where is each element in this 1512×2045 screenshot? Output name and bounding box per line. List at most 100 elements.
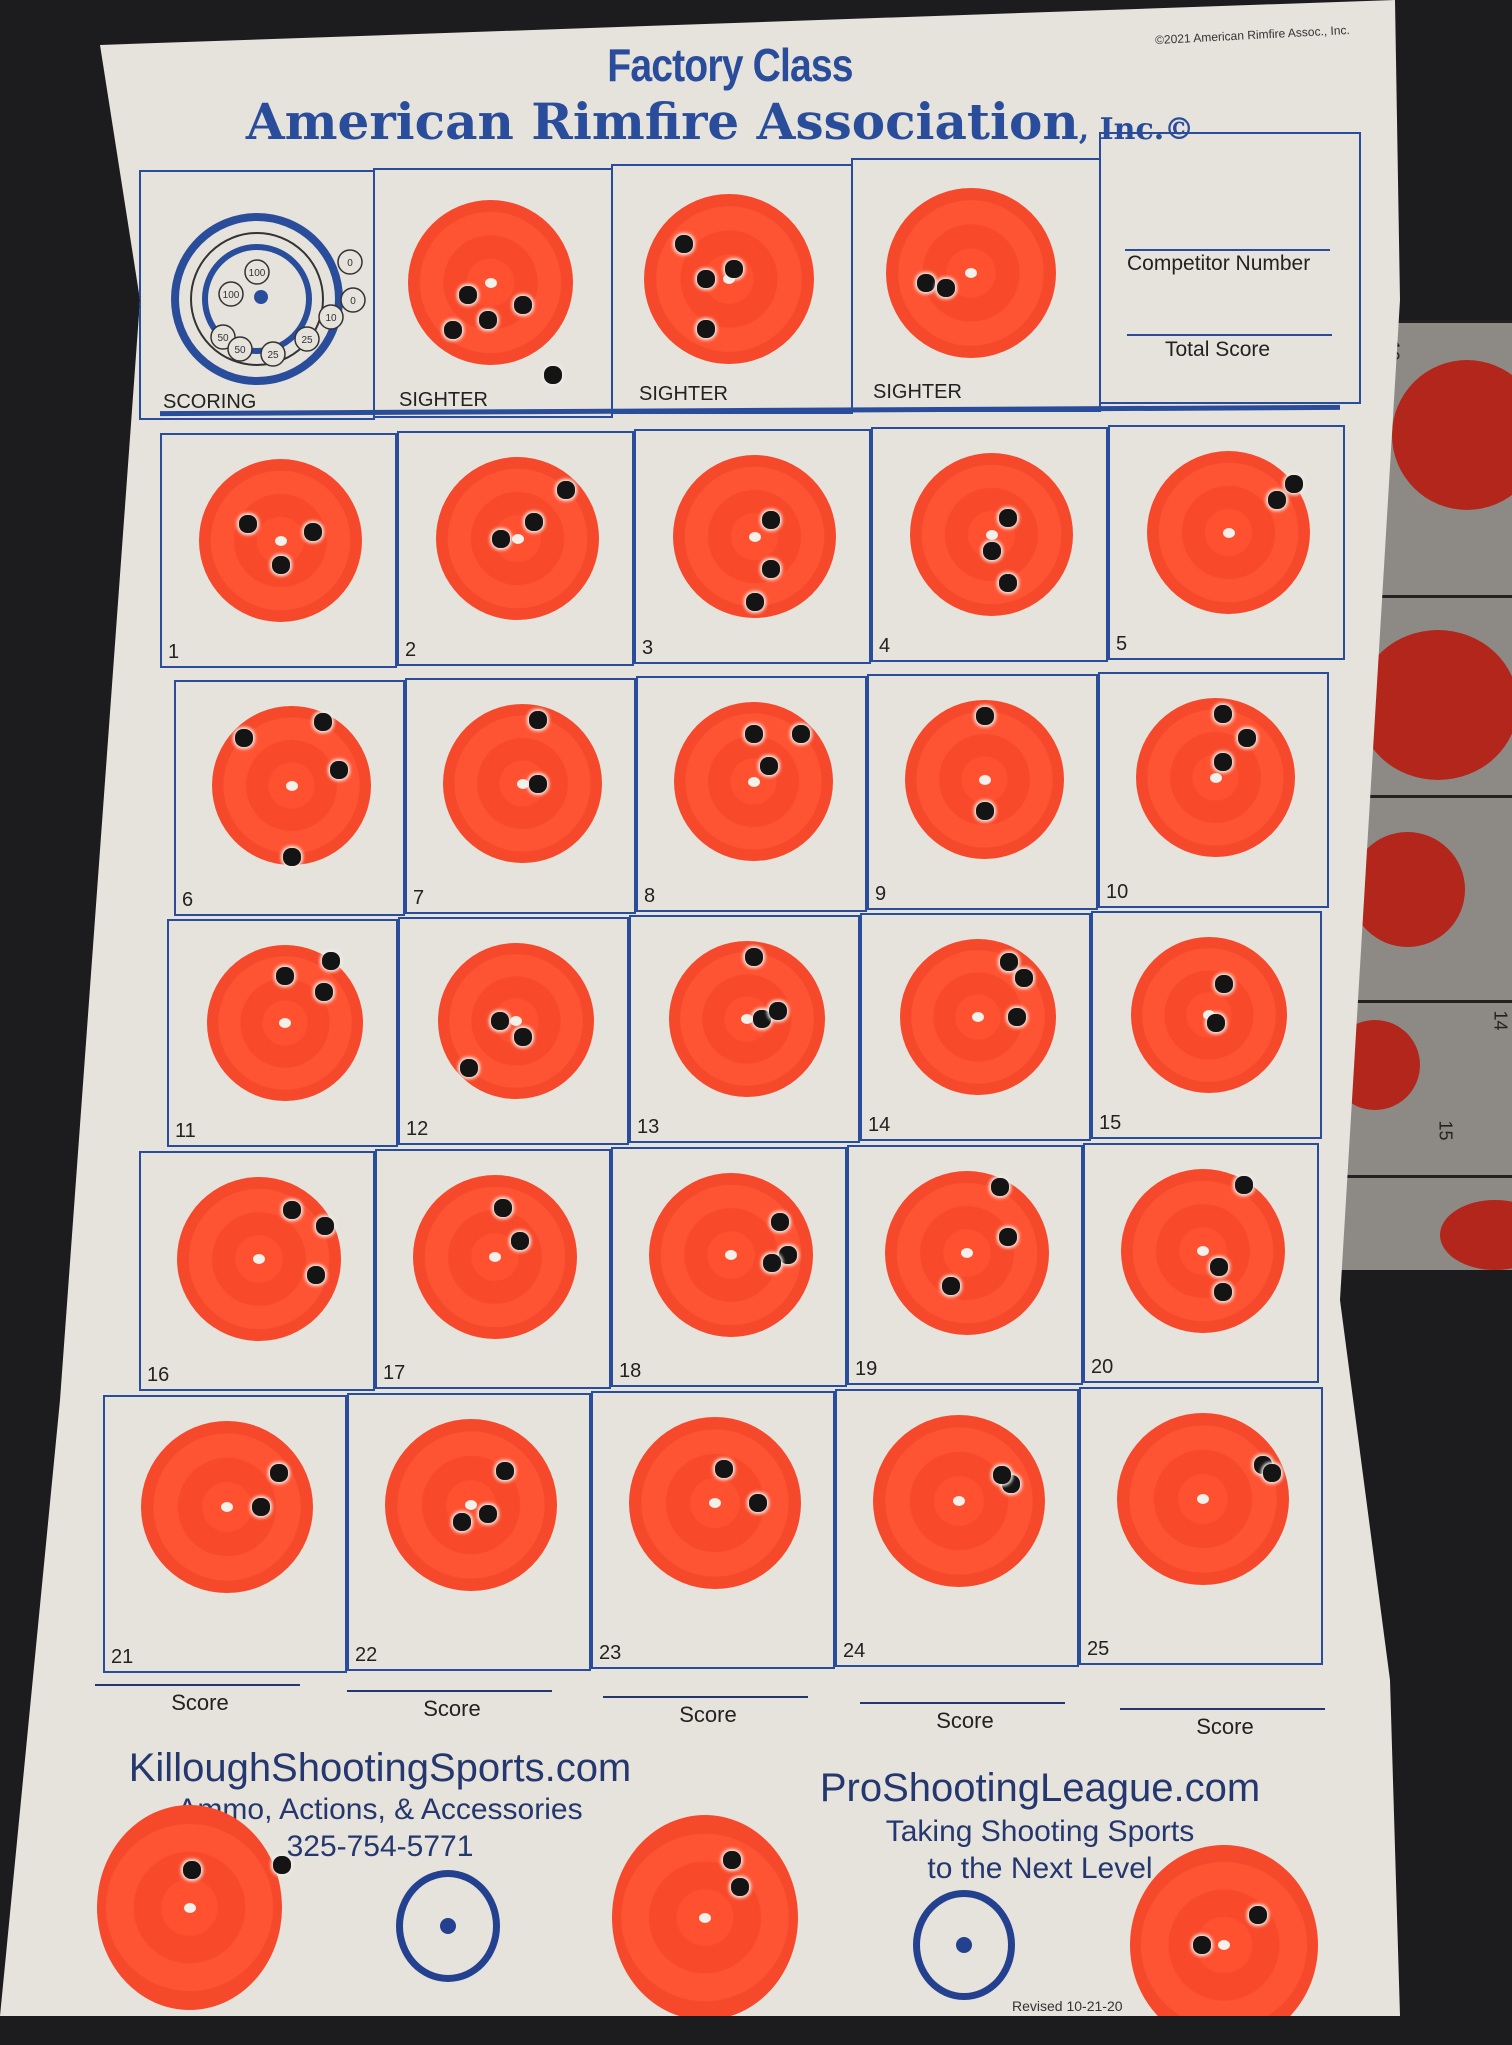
sponsor-right-site[interactable]: ProShootingLeague.com bbox=[819, 1766, 1261, 1810]
target-number: 5 bbox=[1116, 633, 1128, 655]
bullet-hole bbox=[941, 1276, 960, 1295]
target bbox=[1121, 1169, 1285, 1333]
bullet-hole bbox=[183, 1861, 201, 1879]
bullet-hole bbox=[307, 1266, 326, 1285]
bg-target bbox=[1392, 360, 1512, 510]
target-cell: 10 bbox=[1098, 672, 1329, 908]
target-cell: 21 bbox=[103, 1395, 347, 1673]
bottom-target-left bbox=[97, 1805, 291, 2010]
score-line[interactable] bbox=[1120, 1708, 1325, 1710]
bullet-hole bbox=[510, 1231, 529, 1250]
aiming-bull-right bbox=[913, 1890, 1015, 2000]
divider bbox=[1340, 795, 1512, 798]
bullet-hole bbox=[725, 260, 743, 278]
bullet-hole bbox=[937, 279, 955, 297]
bullet-hole bbox=[675, 235, 693, 253]
target-number: 1 bbox=[168, 641, 180, 663]
target-cell: 23 bbox=[591, 1391, 835, 1669]
bullet-hole bbox=[792, 724, 811, 743]
target-number: 12 bbox=[406, 1118, 429, 1140]
competitor-number-line[interactable] bbox=[1125, 249, 1330, 251]
bullet-hole bbox=[749, 1494, 767, 1512]
score-ring bbox=[244, 259, 270, 285]
target bbox=[1136, 698, 1295, 857]
target bbox=[899, 939, 1056, 1095]
score-ring bbox=[318, 304, 344, 330]
target-center bbox=[1202, 1010, 1215, 1020]
target-cell: 16 bbox=[139, 1151, 375, 1391]
bullet-hole bbox=[479, 311, 497, 329]
target-number: 16 bbox=[147, 1364, 170, 1386]
bullet-hole bbox=[998, 509, 1017, 528]
bullet-hole bbox=[1235, 1176, 1253, 1195]
score-label: Score bbox=[936, 1708, 994, 1733]
bullet-hole bbox=[1215, 974, 1234, 993]
bullet-hole bbox=[1249, 1906, 1267, 1924]
association-name: American Rimfire Association bbox=[245, 92, 1079, 151]
target-cell: 25 bbox=[1079, 1387, 1323, 1665]
target bbox=[437, 943, 594, 1099]
target-number: 22 bbox=[355, 1644, 378, 1666]
bullet-hole bbox=[282, 848, 301, 867]
class-title: Factory Class bbox=[607, 39, 853, 91]
sighter-label: SIGHTER bbox=[873, 381, 962, 403]
target-number: 25 bbox=[1087, 1638, 1110, 1660]
bullet-hole bbox=[1213, 1283, 1232, 1301]
target-center bbox=[985, 529, 998, 540]
target bbox=[873, 1415, 1045, 1587]
bullet-hole bbox=[492, 529, 511, 548]
score-label: Score bbox=[1196, 1714, 1254, 1739]
target-cell: 24 bbox=[835, 1389, 1079, 1667]
target-center bbox=[183, 1902, 196, 1913]
bullet-hole bbox=[1238, 728, 1257, 747]
total-score-line[interactable] bbox=[1127, 334, 1332, 336]
bullet-hole bbox=[282, 1200, 301, 1219]
bullet-hole bbox=[993, 1466, 1011, 1485]
bg-number: 15 bbox=[1435, 1120, 1456, 1141]
score-ring-value: 25 bbox=[267, 350, 279, 361]
target-number: 18 bbox=[619, 1360, 642, 1382]
target-number: 8 bbox=[644, 885, 656, 907]
bullet-hole bbox=[771, 1213, 790, 1232]
target bbox=[649, 1173, 813, 1337]
target bbox=[674, 702, 833, 861]
target-cell: 20 bbox=[1083, 1143, 1319, 1383]
score-line[interactable] bbox=[95, 1684, 300, 1686]
bullet-hole bbox=[731, 1878, 749, 1896]
score-line[interactable] bbox=[603, 1696, 808, 1698]
bullet-hole bbox=[998, 574, 1017, 593]
bg-target bbox=[1440, 1200, 1512, 1270]
target bbox=[443, 704, 602, 863]
target-number: 14 bbox=[868, 1114, 891, 1136]
scoring-label: SCORING bbox=[163, 391, 257, 413]
bullet-hole bbox=[234, 728, 253, 747]
divider bbox=[1340, 1175, 1512, 1178]
bullet-hole bbox=[975, 706, 994, 725]
bullet-hole bbox=[453, 1513, 472, 1532]
target-number: 24 bbox=[843, 1640, 866, 1662]
score-line[interactable] bbox=[860, 1702, 1065, 1704]
bullet-hole bbox=[714, 1459, 733, 1478]
target-center bbox=[1218, 1940, 1230, 1950]
target-center bbox=[699, 1912, 711, 1923]
score-line[interactable] bbox=[347, 1690, 552, 1692]
target-number: 2 bbox=[405, 639, 417, 661]
bullet-hole bbox=[273, 1856, 291, 1874]
bottom-target-center bbox=[612, 1815, 798, 2016]
sponsor-left-phone: 325-754-5771 bbox=[286, 1829, 474, 1863]
target bbox=[177, 1177, 341, 1341]
bullet-hole bbox=[514, 296, 532, 314]
target-cell: 1 bbox=[160, 433, 397, 668]
target-center bbox=[1222, 527, 1235, 538]
sighter-target bbox=[644, 194, 814, 364]
bullet-hole bbox=[779, 1246, 798, 1264]
bullet-hole bbox=[761, 511, 780, 530]
sponsor-left-site[interactable]: KilloughShootingSports.com bbox=[128, 1746, 632, 1790]
target bbox=[141, 1421, 313, 1593]
bullet-hole bbox=[322, 951, 341, 970]
target-center bbox=[1209, 772, 1222, 783]
sponsor-left-tagline: Ammo, Actions, & Accessories bbox=[177, 1793, 583, 1826]
association-suffix: , Inc.© bbox=[1078, 112, 1195, 147]
bullet-hole bbox=[768, 1002, 787, 1021]
